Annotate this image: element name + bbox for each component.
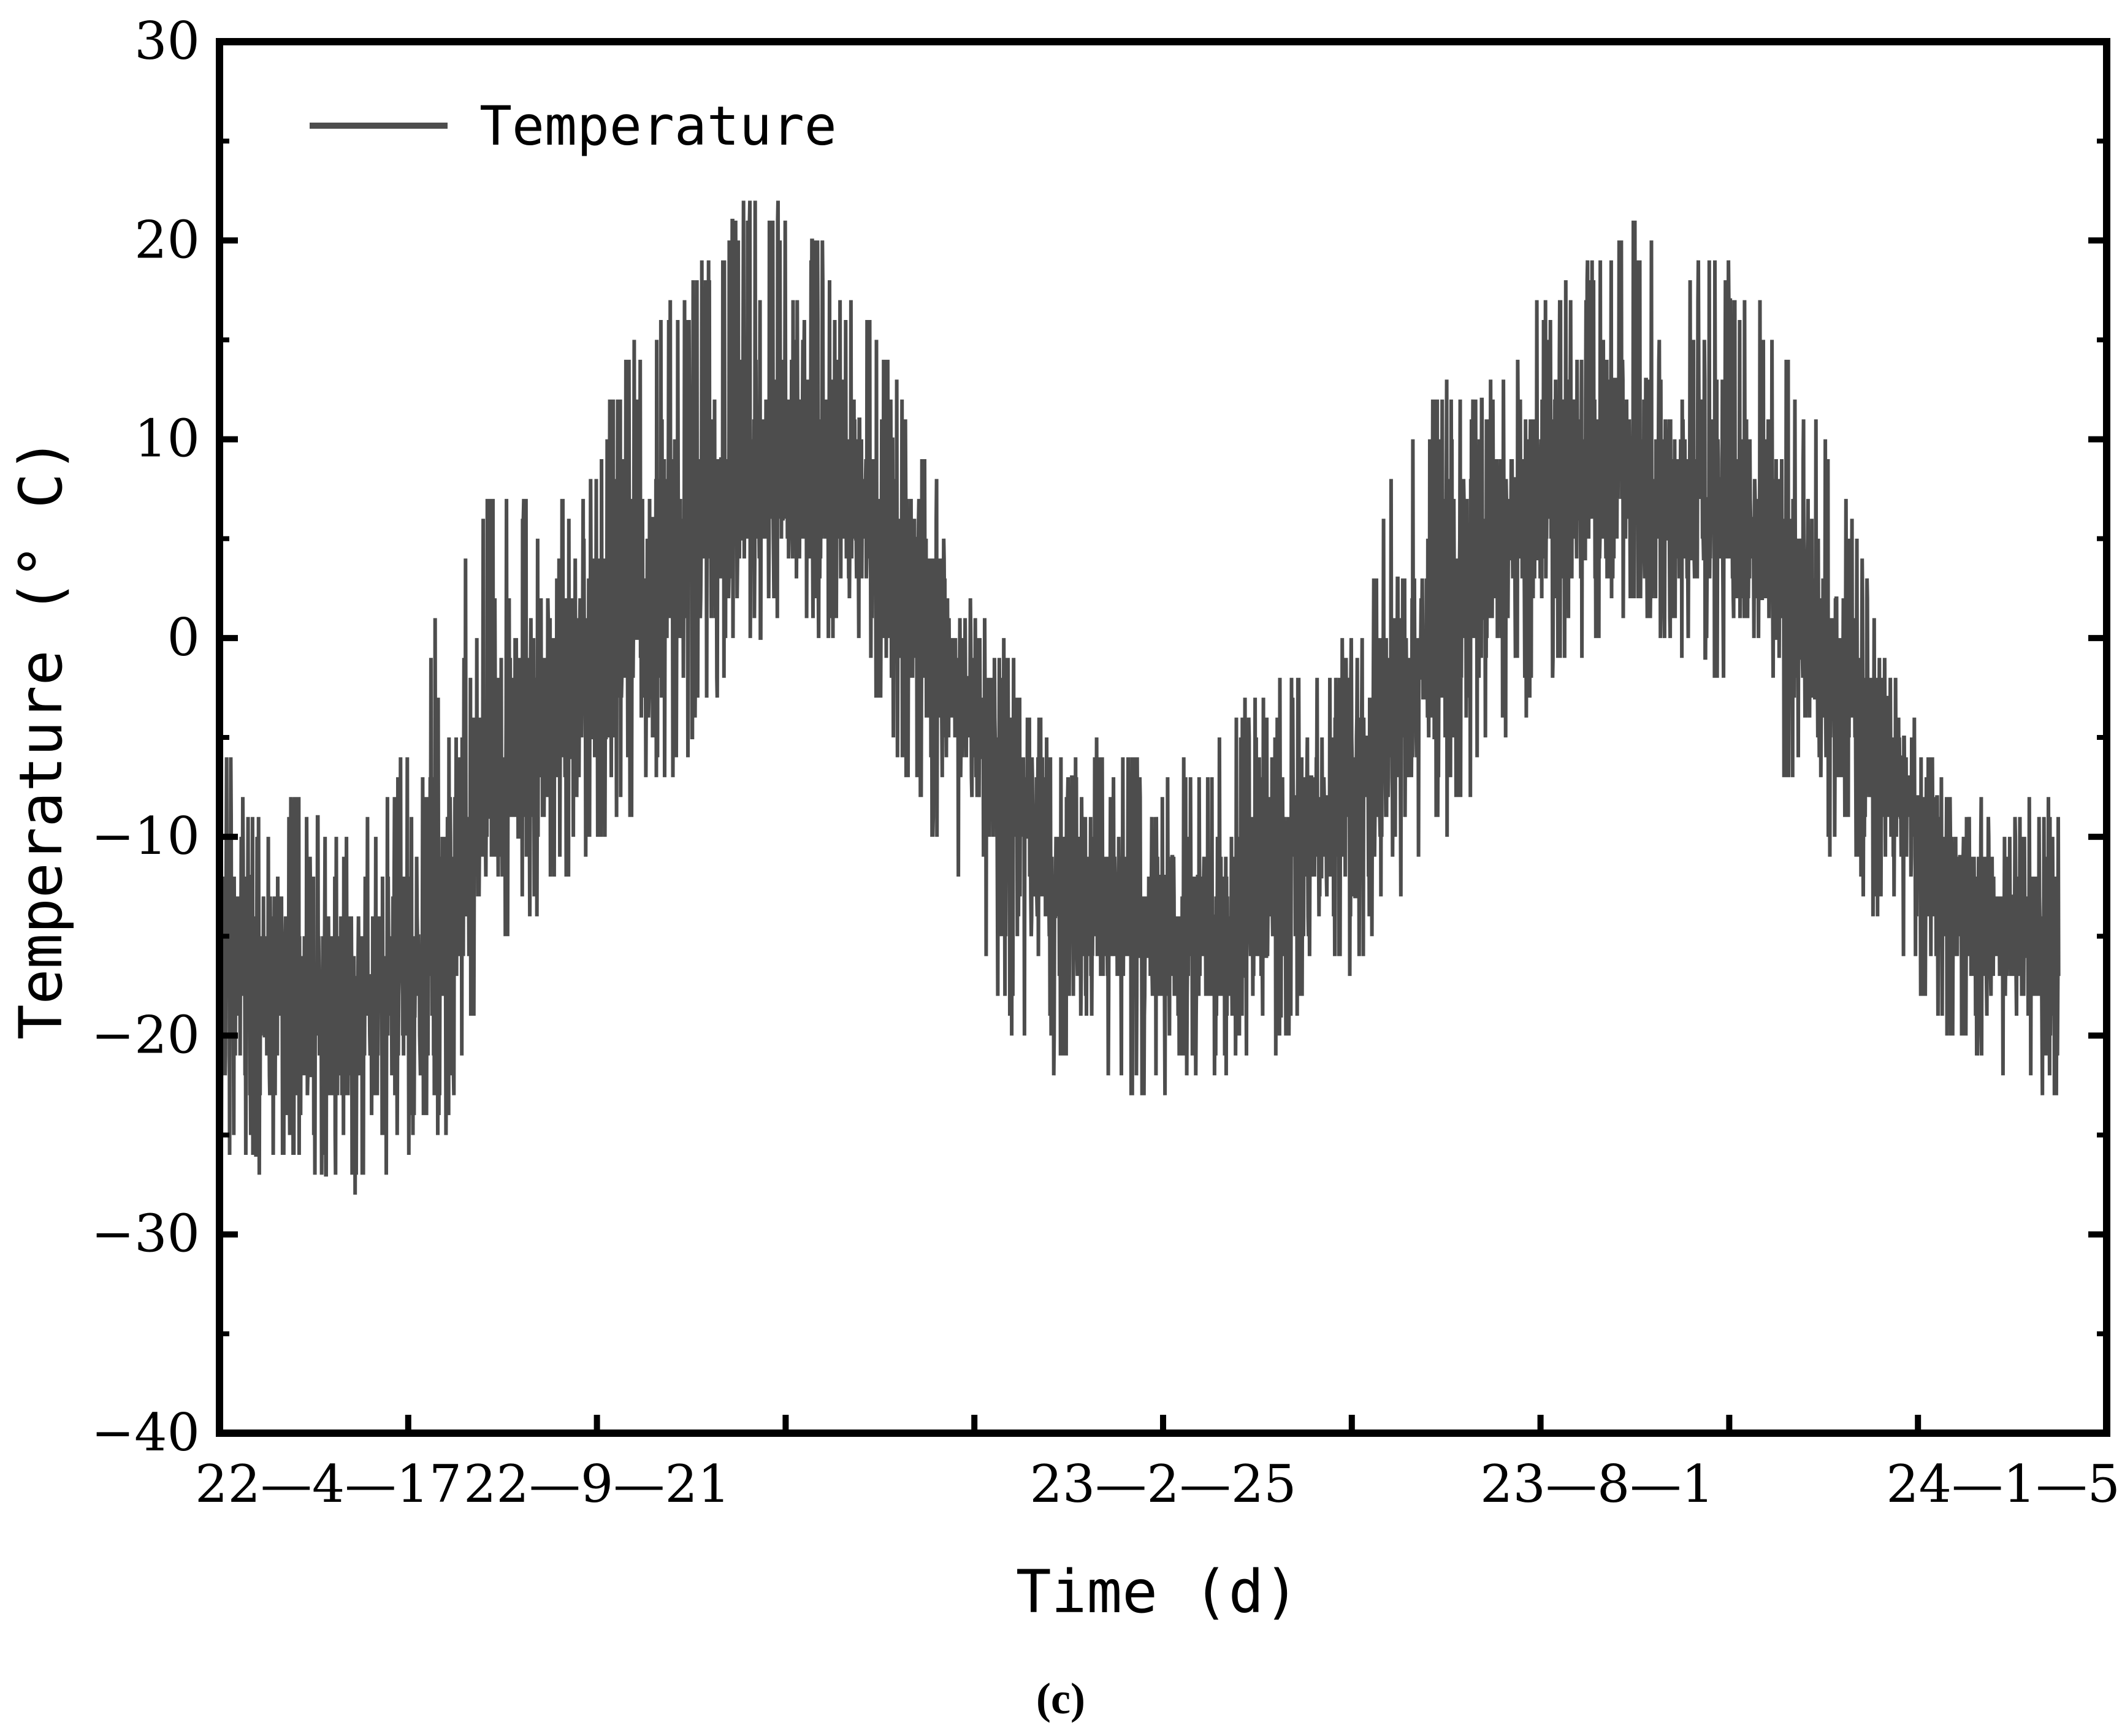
figure-caption: (c) [1036,1674,1085,1723]
x-axis-title: Time (d) [1016,1558,1299,1626]
legend-label: Temperature [479,94,837,158]
x-axis-ticks: 22—4—17 22—9—21 23—2—25 23—8—1 24—1—5 [195,1415,2120,1514]
y-tick-label: 20 [134,210,200,270]
x-tick-label: 23—2—25 [1029,1454,1296,1514]
temperature-series-line [218,200,2061,1195]
y-tick-label: −40 [91,1403,200,1463]
x-tick-label: 22—4—17 [195,1454,462,1514]
x-tick-label: 22—9—21 [464,1454,730,1514]
y-tick-label: −30 [91,1204,200,1264]
x-tick-label: 23—8—1 [1480,1454,1714,1514]
y-tick-label: −10 [91,806,200,866]
x-tick-label: 24—1—5 [1886,1454,2120,1514]
y-axis-title: Temperature (° C) [7,438,75,1040]
series-layer [218,200,2061,1195]
y-tick-label: 10 [134,409,200,469]
y-tick-label: 30 [134,11,200,71]
y-tick-label: 0 [167,607,200,668]
legend: Temperature [310,94,837,158]
y-axis-ticks: 30 20 10 0 −10 −20 −30 −40 [91,11,2107,1463]
y-tick-label: −20 [91,1005,200,1065]
